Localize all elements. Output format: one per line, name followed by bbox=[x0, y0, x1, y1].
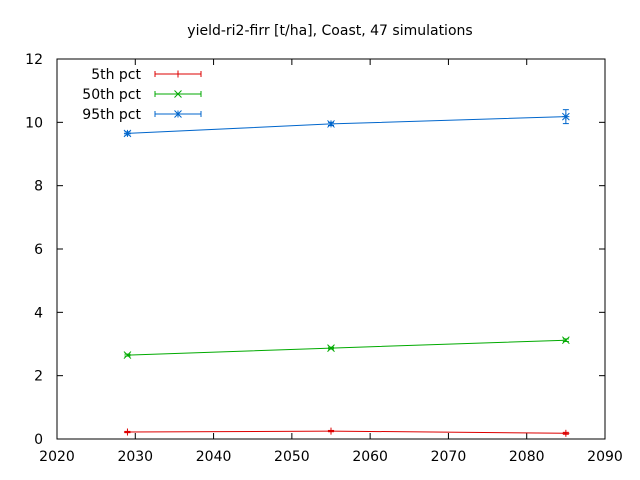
legend-marker bbox=[174, 70, 182, 78]
series-layer bbox=[123, 109, 570, 437]
series-1 bbox=[123, 427, 570, 437]
marker-stroke bbox=[562, 336, 570, 345]
legend-item-1: 5th pct bbox=[91, 67, 202, 83]
x-tick-label: 2080 bbox=[509, 449, 545, 465]
chart-title: yield-ri2-firr [t/ha], Coast, 47 simulat… bbox=[187, 23, 472, 39]
marker-stroke bbox=[174, 110, 182, 118]
legend: 5th pct 50th pct 95th pct bbox=[82, 67, 202, 123]
legend-marker bbox=[174, 90, 182, 98]
data-point bbox=[562, 336, 570, 345]
marker-stroke bbox=[123, 351, 132, 359]
x-tick-label: 2040 bbox=[196, 449, 232, 465]
x-tick-label: 2090 bbox=[587, 449, 623, 465]
marker-stroke bbox=[327, 120, 335, 128]
y-tick-label: 2 bbox=[34, 369, 43, 385]
legend-item-2: 50th pct bbox=[82, 87, 202, 103]
series-2 bbox=[123, 336, 570, 359]
x-tick-label: 2070 bbox=[431, 449, 467, 465]
y-tick-label: 12 bbox=[25, 52, 43, 68]
x-tick-label: 2050 bbox=[274, 449, 310, 465]
marker-stroke bbox=[562, 112, 570, 121]
marker-stroke bbox=[174, 90, 182, 98]
marker-stroke bbox=[327, 344, 335, 352]
x-tick-label: 2020 bbox=[39, 449, 75, 465]
y-tick-label: 6 bbox=[34, 242, 43, 258]
y-tick-label: 0 bbox=[34, 432, 43, 448]
data-point bbox=[562, 429, 570, 437]
data-point bbox=[327, 120, 335, 128]
data-point bbox=[123, 428, 131, 436]
data-point bbox=[123, 351, 132, 359]
data-point bbox=[562, 112, 570, 121]
data-point bbox=[327, 344, 335, 352]
series-3 bbox=[123, 109, 570, 138]
data-point bbox=[123, 129, 132, 138]
data-point bbox=[327, 427, 335, 435]
legend-item-3: 95th pct bbox=[82, 107, 202, 123]
axes: 2020 2030 2040 2050 2060 2070 2080 2090 0 2 4 6 8 10 1… bbox=[25, 52, 623, 465]
x-tick-label: 2060 bbox=[352, 449, 388, 465]
x-tick-label: 2030 bbox=[117, 449, 153, 465]
series-line bbox=[127, 116, 566, 134]
legend-marker bbox=[174, 110, 182, 118]
series-line bbox=[127, 430, 566, 434]
y-tick-label: 4 bbox=[34, 305, 43, 321]
y-tick-label: 10 bbox=[25, 115, 43, 131]
marker-stroke bbox=[123, 129, 132, 138]
y-tick-label: 8 bbox=[34, 179, 43, 195]
legend-label: 50th pct bbox=[82, 87, 141, 103]
legend-label: 5th pct bbox=[91, 67, 141, 83]
legend-label: 95th pct bbox=[82, 107, 141, 123]
series-line bbox=[127, 339, 566, 356]
